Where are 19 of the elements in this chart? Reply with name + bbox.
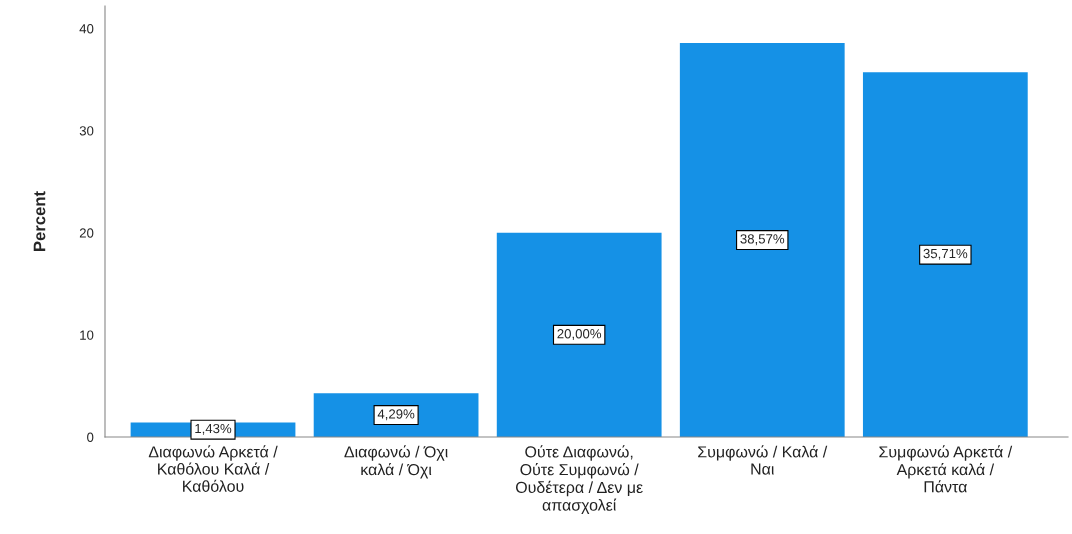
bar — [679, 43, 845, 437]
data-label: 38,57% — [740, 234, 785, 246]
y-axis-title: Percent — [33, 191, 46, 251]
bar — [496, 232, 662, 437]
x-tick-label: Συμφωνώ / Καλά / Ναι — [698, 445, 828, 475]
y-tick-label: 0 — [87, 432, 94, 442]
x-tick-label: Ούτε Διαφωνώ, Ούτε Συμφωνώ / Ουδέτερα / Δεν με απασχολεί — [515, 445, 643, 514]
y-tick-label: 10 — [80, 330, 94, 340]
data-label: 1,43% — [195, 423, 232, 435]
y-tick-label: 30 — [79, 126, 94, 136]
x-tick-label: Διαφωνώ Αρκετά / Καθόλου Καλά / Καθόλου — [148, 445, 278, 492]
x-tick-label: Συμφωνώ Αρκετά / Αρκετά καλά / Πάντα — [879, 445, 1013, 493]
x-tick-label: Διαφωνώ / Όχι καλά / Όχι — [344, 445, 448, 479]
data-label: 20,00% — [557, 329, 602, 340]
bar — [862, 72, 1028, 437]
data-label: 4,29% — [377, 409, 415, 421]
y-tick-label: 40 — [79, 24, 94, 34]
data-label: 35,71% — [923, 248, 968, 260]
y-tick-label: 20 — [79, 228, 94, 238]
